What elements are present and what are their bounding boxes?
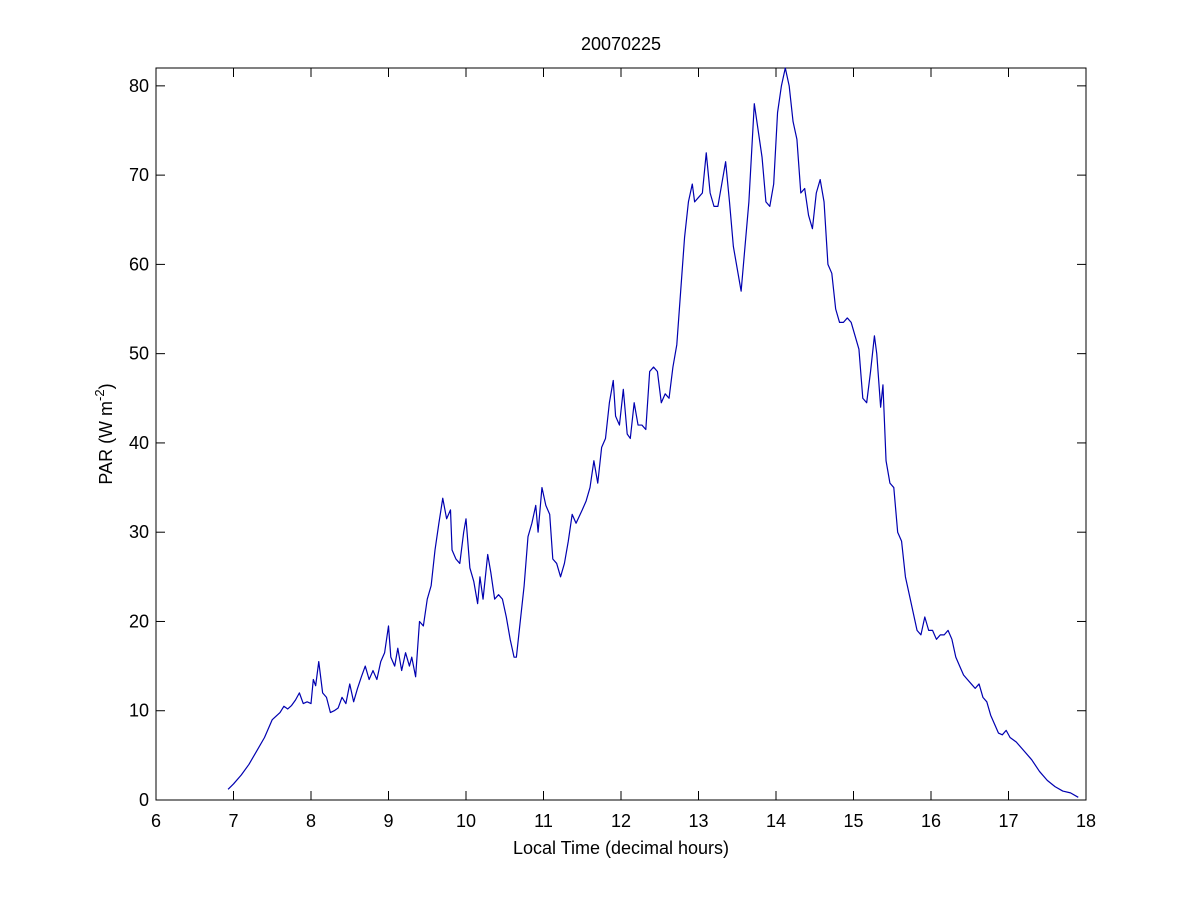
- y-tick-label: 70: [129, 165, 149, 185]
- y-tick-label: 10: [129, 701, 149, 721]
- x-tick-label: 9: [383, 811, 393, 831]
- x-axis-label: Local Time (decimal hours): [513, 838, 729, 858]
- x-tick-label: 17: [998, 811, 1018, 831]
- y-axis-label: PAR (W m-2): [92, 383, 116, 484]
- data-line: [227, 67, 1079, 798]
- chart-title: 20070225: [581, 34, 661, 54]
- y-tick-label: 30: [129, 522, 149, 542]
- x-tick-label: 12: [611, 811, 631, 831]
- y-tick-label: 60: [129, 254, 149, 274]
- y-tick-label: 80: [129, 76, 149, 96]
- x-tick-label: 18: [1076, 811, 1096, 831]
- x-tick-label: 11: [534, 811, 553, 831]
- y-tick-label: 50: [129, 344, 149, 364]
- y-tick-label: 40: [129, 433, 149, 453]
- y-label-superscript: -2: [92, 389, 107, 401]
- y-tick-label: 20: [129, 611, 149, 631]
- x-tick-label: 6: [151, 811, 161, 831]
- y-tick-label: 0: [139, 790, 149, 810]
- y-label-suffix: ): [96, 383, 116, 389]
- x-tick-label: 7: [228, 811, 238, 831]
- x-tick-label: 14: [766, 811, 786, 831]
- x-tick-label: 8: [306, 811, 316, 831]
- x-tick-label: 16: [921, 811, 941, 831]
- y-label-text: PAR (W m: [96, 401, 116, 485]
- x-tick-label: 10: [456, 811, 476, 831]
- x-tick-label: 13: [688, 811, 708, 831]
- x-tick-label: 15: [843, 811, 863, 831]
